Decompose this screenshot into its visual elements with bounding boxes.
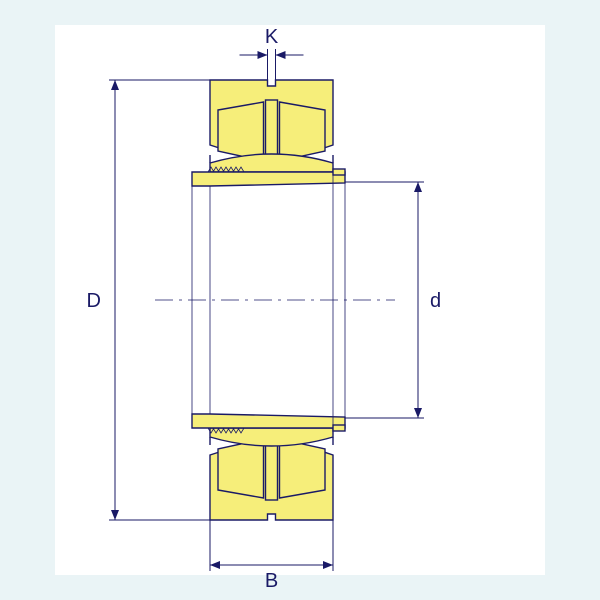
label-D: D bbox=[87, 290, 101, 312]
bearing-diagram: Dd B K bbox=[0, 0, 600, 600]
label-B: B bbox=[265, 570, 278, 592]
label-d: d bbox=[430, 290, 441, 312]
label-K: K bbox=[265, 26, 279, 48]
